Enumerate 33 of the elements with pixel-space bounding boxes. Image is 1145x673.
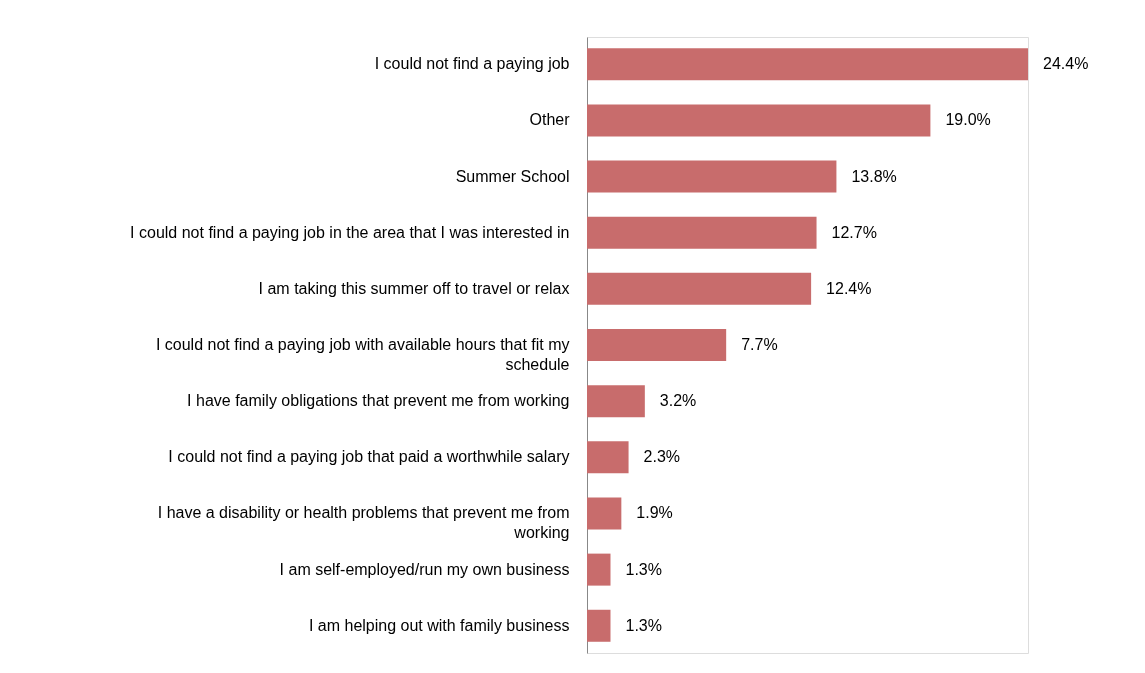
bar bbox=[587, 553, 611, 586]
y-tick-label: I could not find a paying job bbox=[374, 55, 570, 73]
y-tick-label: I could not find a paying job in the area that I was interested in bbox=[130, 223, 570, 241]
y-tick-label: I am taking this summer off to travel or relax bbox=[258, 279, 570, 297]
data-label: 24.4% bbox=[1043, 55, 1089, 73]
bar bbox=[587, 272, 812, 305]
y-tick-label: I have a disability or health problems that prevent me from working bbox=[157, 504, 570, 542]
y-tick-label: Other bbox=[529, 111, 571, 129]
y-tick-label: I could not find a paying job that paid a worthwhile salary bbox=[168, 448, 570, 466]
y-tick-label: I am self-employed/run my own business bbox=[279, 560, 570, 578]
bar bbox=[587, 609, 611, 642]
bar bbox=[587, 385, 645, 418]
bar bbox=[587, 497, 622, 530]
y-tick-label: I could not find a paying job with available hours that fit my schedule bbox=[155, 336, 570, 373]
y-tick-label: Summer School bbox=[455, 167, 570, 185]
data-label: 3.2% bbox=[659, 392, 697, 410]
data-label: 1.3% bbox=[625, 616, 662, 634]
bar bbox=[587, 329, 727, 361]
data-label: 12.4% bbox=[826, 279, 872, 297]
y-tick-label: I have family obligations that prevent me from working bbox=[187, 392, 570, 410]
bar bbox=[587, 104, 931, 137]
data-label: 19.0% bbox=[945, 111, 991, 129]
bar bbox=[587, 48, 1028, 81]
bar bbox=[587, 441, 629, 474]
data-label: 13.8% bbox=[851, 167, 897, 185]
y-tick-label: I am helping out with family business bbox=[308, 616, 570, 634]
data-label: 1.9% bbox=[636, 504, 673, 522]
bar bbox=[587, 216, 817, 249]
data-label: 2.3% bbox=[643, 448, 681, 466]
data-label: 12.7% bbox=[831, 223, 877, 241]
data-label: 1.3% bbox=[625, 560, 662, 578]
bar bbox=[587, 160, 837, 193]
data-label: 7.7% bbox=[741, 336, 778, 353]
